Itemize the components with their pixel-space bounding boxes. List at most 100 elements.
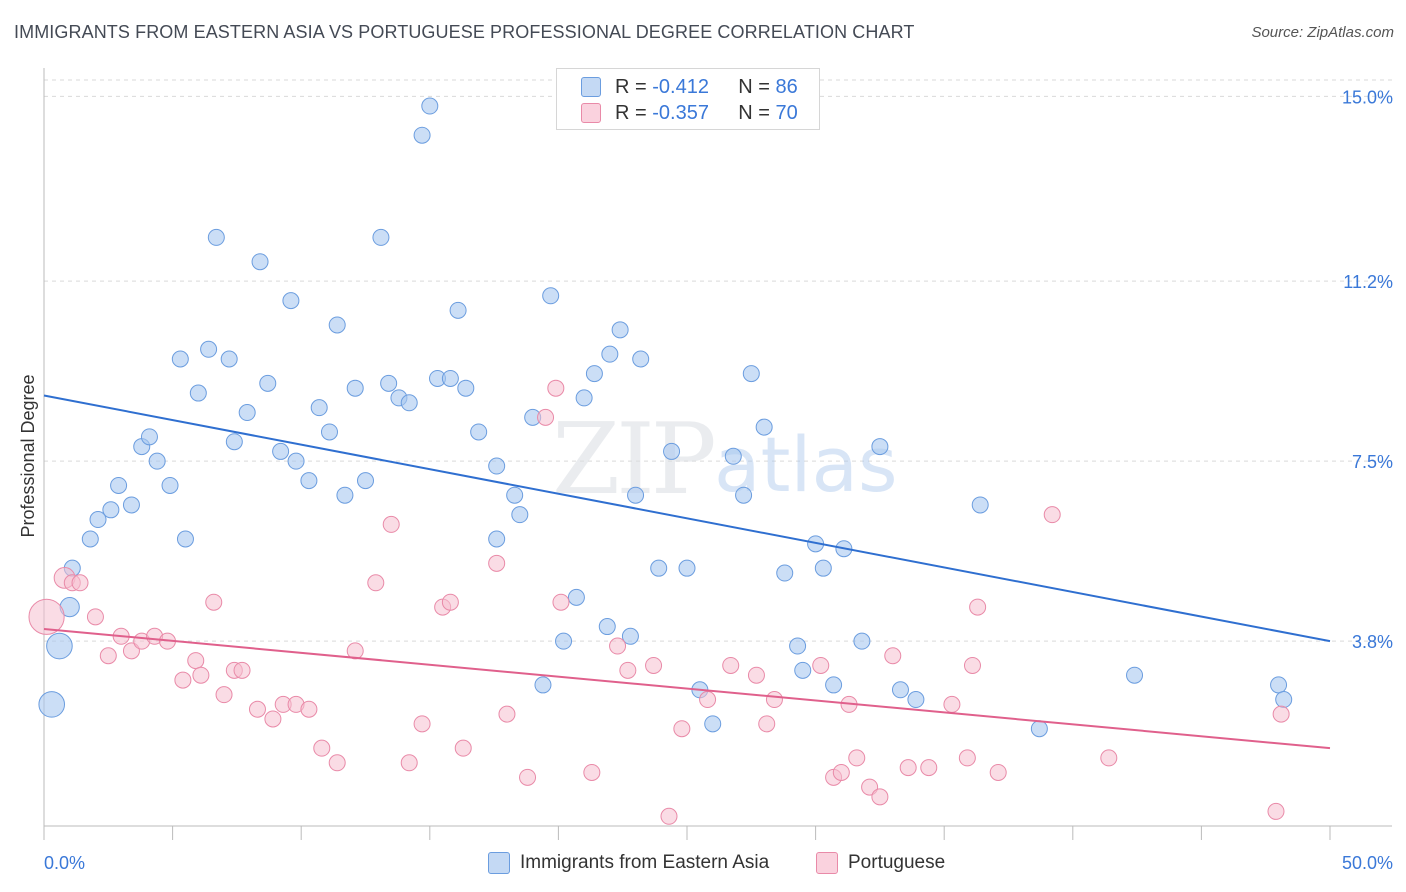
data-point-eastern-asia xyxy=(225,433,243,451)
data-point-eastern-asia xyxy=(601,345,619,363)
series-legend: Immigrants from Eastern Asia Portuguese xyxy=(0,850,1406,878)
data-point-portuguese xyxy=(920,759,938,777)
data-point-portuguese xyxy=(747,666,765,684)
legend-swatch-pink xyxy=(581,103,601,123)
data-point-eastern-asia xyxy=(380,374,398,392)
data-point-portuguese xyxy=(400,754,418,772)
data-point-portuguese xyxy=(969,598,987,616)
data-point-portuguese xyxy=(346,642,364,660)
data-point-portuguese xyxy=(583,763,601,781)
data-point-eastern-asia xyxy=(189,384,207,402)
data-point-portuguese xyxy=(192,666,210,684)
legend-label-eastern-asia: Immigrants from Eastern Asia xyxy=(520,852,770,873)
data-point-eastern-asia xyxy=(457,379,475,397)
data-point-eastern-asia xyxy=(488,457,506,475)
data-point-portuguese xyxy=(963,656,981,674)
data-point-eastern-asia xyxy=(650,559,668,577)
legend-row-pink: R = -0.357 N = 70 xyxy=(581,100,798,126)
data-point-eastern-asia xyxy=(470,423,488,441)
legend-r-label: R = xyxy=(615,75,647,98)
data-point-eastern-asia xyxy=(825,676,843,694)
data-point-eastern-asia xyxy=(441,369,459,387)
data-point-eastern-asia xyxy=(663,442,681,460)
data-point-portuguese xyxy=(498,705,516,723)
data-point-eastern-asia xyxy=(488,530,506,548)
data-point-eastern-asia xyxy=(449,301,467,319)
data-point-eastern-asia xyxy=(259,374,277,392)
data-point-eastern-asia xyxy=(300,472,318,490)
data-point-portuguese xyxy=(645,656,663,674)
data-point-eastern-asia xyxy=(627,486,645,504)
data-point-portuguese xyxy=(300,700,318,718)
data-point-eastern-asia xyxy=(320,423,338,441)
legend-item-eastern-asia[interactable]: Immigrants from Eastern Asia xyxy=(488,852,769,874)
data-point-eastern-asia xyxy=(161,476,179,494)
data-point-portuguese xyxy=(122,642,140,660)
data-point-portuguese xyxy=(673,720,691,738)
data-point-portuguese xyxy=(1100,749,1118,767)
data-point-portuguese xyxy=(413,715,431,733)
data-point-eastern-asia xyxy=(38,691,66,718)
y-tick-label: 3.8% xyxy=(1352,632,1393,652)
data-point-portuguese xyxy=(1272,705,1290,723)
data-point-eastern-asia xyxy=(678,559,696,577)
data-point-eastern-asia xyxy=(336,486,354,504)
data-point-eastern-asia xyxy=(724,447,742,465)
data-point-portuguese xyxy=(28,598,65,635)
series-pink-points xyxy=(28,379,1290,825)
data-point-portuguese xyxy=(99,647,117,665)
data-point-eastern-asia xyxy=(372,228,390,246)
data-point-portuguese xyxy=(552,593,570,611)
data-point-eastern-asia xyxy=(46,632,73,660)
data-point-eastern-asia xyxy=(776,564,794,582)
data-point-portuguese xyxy=(264,710,282,728)
x-tick-label: 0.0% xyxy=(44,853,85,873)
data-point-portuguese xyxy=(699,691,717,709)
data-point-eastern-asia xyxy=(102,501,120,519)
data-point-eastern-asia xyxy=(506,486,524,504)
data-point-eastern-asia xyxy=(89,511,107,529)
data-point-eastern-asia xyxy=(207,228,225,246)
legend-r-value: -0.357 xyxy=(652,101,709,124)
legend-item-portuguese[interactable]: Portuguese xyxy=(816,852,945,874)
data-point-portuguese xyxy=(187,652,205,670)
data-point-eastern-asia xyxy=(632,350,650,368)
data-point-eastern-asia xyxy=(1126,666,1144,684)
data-point-eastern-asia xyxy=(176,530,194,548)
legend-n-label: N = xyxy=(738,101,770,124)
data-point-eastern-asia xyxy=(413,126,431,144)
data-point-eastern-asia xyxy=(272,442,290,460)
trend-line-portuguese xyxy=(43,627,1331,750)
data-point-portuguese xyxy=(812,656,830,674)
legend-label-portuguese: Portuguese xyxy=(848,852,946,873)
data-point-eastern-asia xyxy=(421,97,439,115)
series-blue-points xyxy=(38,97,1293,738)
data-point-eastern-asia xyxy=(794,661,812,679)
data-point-eastern-asia xyxy=(140,428,158,446)
source-label: Source: ZipAtlas.com xyxy=(1251,24,1394,41)
data-point-eastern-asia xyxy=(735,486,753,504)
data-point-eastern-asia xyxy=(238,404,256,422)
data-point-portuguese xyxy=(943,695,961,713)
data-point-eastern-asia xyxy=(1030,720,1048,738)
data-point-portuguese xyxy=(454,739,472,757)
data-point-eastern-asia xyxy=(585,365,603,383)
data-point-portuguese xyxy=(382,515,400,533)
data-point-eastern-asia xyxy=(357,472,374,490)
data-point-portuguese xyxy=(519,768,537,786)
data-point-portuguese xyxy=(174,671,192,689)
data-point-portuguese xyxy=(86,608,104,626)
correlation-legend: R = -0.412 N = 86 R = -0.357 N = 70 xyxy=(556,68,820,130)
data-point-eastern-asia xyxy=(200,340,218,358)
data-point-eastern-asia xyxy=(171,350,189,368)
axis-labels: 3.8% 7.5% 11.2% 15.0% 0.0% 50.0% Professional … xyxy=(18,87,1393,873)
data-point-portuguese xyxy=(722,656,740,674)
data-point-eastern-asia xyxy=(400,394,418,412)
data-point-portuguese xyxy=(765,691,783,709)
data-point-eastern-asia xyxy=(575,389,593,407)
data-point-eastern-asia xyxy=(853,632,871,650)
data-point-eastern-asia xyxy=(542,287,560,305)
data-point-eastern-asia xyxy=(704,715,722,733)
data-point-portuguese xyxy=(871,788,889,806)
data-point-portuguese xyxy=(367,574,385,592)
